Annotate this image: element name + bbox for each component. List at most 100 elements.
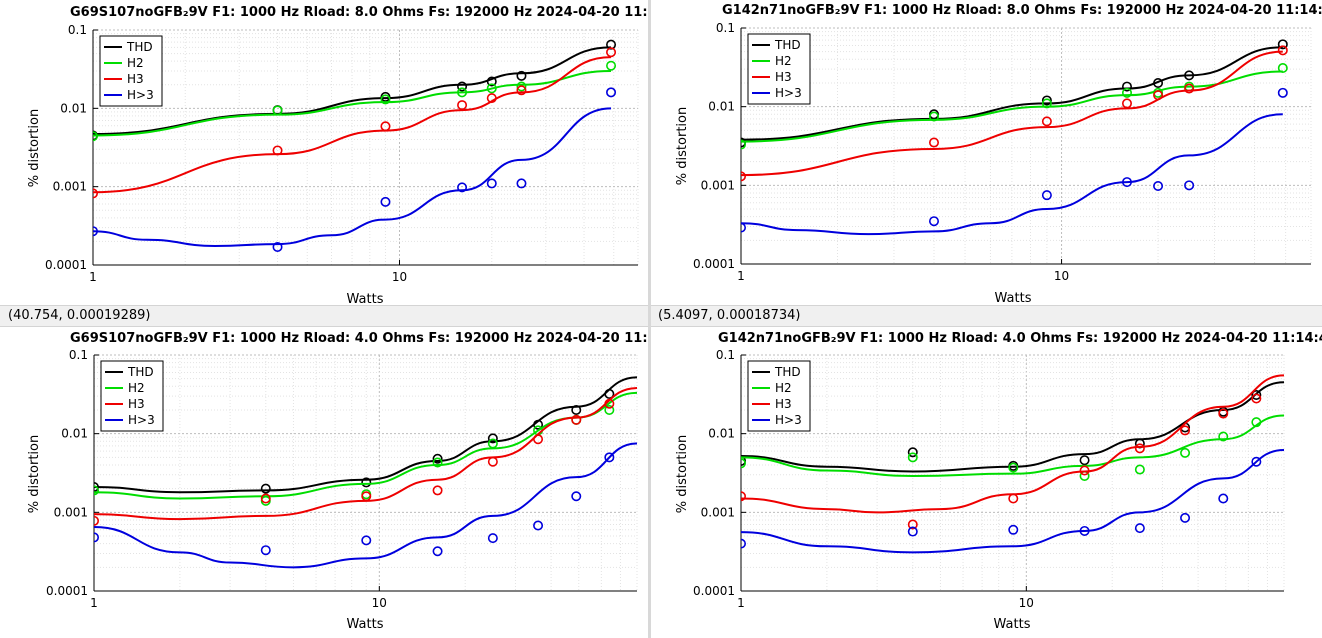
series-h3 bbox=[94, 387, 637, 526]
data-point bbox=[94, 485, 99, 496]
data-point bbox=[604, 404, 615, 415]
data-point bbox=[1153, 90, 1164, 101]
data-point bbox=[380, 94, 391, 105]
legend: THD H2 H3 H>3 bbox=[747, 360, 811, 432]
data-point bbox=[928, 137, 939, 148]
data-point bbox=[1251, 417, 1262, 428]
chart-panel-bottom-left: G69S107noGFB₂9V F1: 1000 Hz Rload: 4.0 O… bbox=[0, 328, 650, 638]
data-point bbox=[1251, 456, 1262, 467]
legend-label: H>3 bbox=[127, 88, 154, 102]
legend-label: THD bbox=[774, 365, 801, 379]
data-point bbox=[361, 477, 372, 488]
data-point bbox=[741, 538, 746, 549]
coordinate-readout: (5.4097, 0.00018734) bbox=[650, 305, 1322, 327]
data-point bbox=[380, 121, 391, 132]
chart-title: G69S107noGFB₂9V F1: 1000 Hz Rload: 8.0 O… bbox=[70, 5, 650, 20]
legend-label: H2 bbox=[127, 56, 144, 70]
data-point bbox=[533, 520, 544, 531]
x-axis-label: Watts bbox=[995, 291, 1032, 304]
data-point bbox=[1008, 493, 1019, 504]
data-point bbox=[457, 87, 468, 98]
data-point bbox=[486, 83, 497, 94]
y-tick-label: 0.0001 bbox=[693, 584, 735, 598]
data-point bbox=[432, 485, 443, 496]
series-h2 bbox=[741, 414, 1284, 481]
data-point bbox=[487, 456, 498, 467]
data-point bbox=[1218, 493, 1229, 504]
x-axis-label: Watts bbox=[347, 292, 384, 304]
data-point bbox=[533, 434, 544, 445]
data-point bbox=[1153, 181, 1164, 192]
data-point bbox=[1079, 465, 1090, 476]
data-point bbox=[1251, 393, 1262, 404]
x-tick-label: 10 bbox=[1019, 596, 1034, 610]
data-point bbox=[1041, 95, 1052, 106]
x-axis-label: Watts bbox=[994, 617, 1031, 632]
legend-label: H2 bbox=[775, 54, 792, 68]
fit-curve bbox=[741, 50, 1283, 177]
data-point bbox=[1041, 98, 1052, 109]
y-axis-label: % distortion bbox=[27, 435, 42, 513]
legend-label: THD bbox=[127, 365, 154, 379]
series-h2 bbox=[93, 60, 617, 142]
data-point bbox=[1180, 447, 1191, 458]
legend: THD H2 H3 H>3 bbox=[747, 33, 811, 105]
legend-label: H2 bbox=[775, 381, 792, 395]
data-point bbox=[1277, 45, 1288, 56]
plot-area bbox=[94, 355, 637, 591]
series-h3 bbox=[741, 374, 1284, 530]
vertical-divider[interactable] bbox=[648, 0, 651, 638]
data-point bbox=[486, 93, 497, 104]
data-point bbox=[1277, 87, 1288, 98]
series-thd bbox=[741, 39, 1288, 148]
data-point bbox=[1184, 70, 1195, 81]
fit-curve bbox=[741, 46, 1283, 141]
data-point bbox=[1251, 390, 1262, 401]
y-tick-label: 0.001 bbox=[53, 180, 87, 194]
legend-label: H3 bbox=[775, 70, 792, 84]
series-h3 bbox=[94, 442, 637, 569]
y-tick-label: 0.01 bbox=[708, 100, 735, 114]
data-point bbox=[1134, 443, 1145, 454]
data-point bbox=[93, 188, 98, 199]
data-point bbox=[272, 241, 283, 252]
data-point bbox=[604, 398, 615, 409]
data-point bbox=[907, 519, 918, 530]
data-point bbox=[604, 388, 615, 399]
data-point bbox=[741, 491, 746, 502]
x-axis-label: Watts bbox=[347, 617, 384, 632]
series-h3 bbox=[741, 45, 1288, 182]
x-tick-label: 1 bbox=[89, 270, 97, 284]
data-point bbox=[361, 535, 372, 546]
fit-curve bbox=[741, 374, 1284, 514]
data-point bbox=[606, 60, 617, 71]
grid bbox=[740, 354, 1285, 592]
data-point bbox=[272, 105, 283, 116]
data-point bbox=[94, 532, 99, 543]
chart-svg: G142n71noGFB₂9V F1: 1000 Hz Rload: 4.0 O… bbox=[675, 331, 1322, 632]
data-point bbox=[260, 545, 271, 556]
data-point bbox=[604, 452, 615, 463]
fit-curve bbox=[94, 442, 637, 569]
chart-svg: G69S107noGFB₂9V F1: 1000 Hz Rload: 4.0 O… bbox=[27, 331, 650, 632]
data-point bbox=[361, 491, 372, 502]
data-point bbox=[94, 515, 99, 526]
series-h3 bbox=[93, 87, 617, 252]
coordinate-readout: (40.754, 0.00019289) bbox=[0, 305, 650, 327]
data-point bbox=[1277, 63, 1288, 74]
data-point bbox=[1184, 180, 1195, 191]
fit-curve bbox=[741, 414, 1284, 477]
data-point bbox=[606, 47, 617, 58]
data-point bbox=[606, 39, 617, 50]
data-point bbox=[1041, 116, 1052, 127]
y-tick-label: 0.01 bbox=[708, 427, 735, 441]
chart-title: G142n71noGFB₂9V F1: 1000 Hz Rload: 4.0 O… bbox=[718, 331, 1322, 346]
data-point bbox=[260, 493, 271, 504]
data-point bbox=[487, 438, 498, 449]
fit-curve bbox=[741, 448, 1284, 554]
legend-label: H>3 bbox=[775, 86, 802, 100]
data-point bbox=[487, 433, 498, 444]
data-point bbox=[516, 70, 527, 81]
y-axis-label: % distortion bbox=[675, 107, 690, 185]
data-point bbox=[741, 458, 746, 469]
